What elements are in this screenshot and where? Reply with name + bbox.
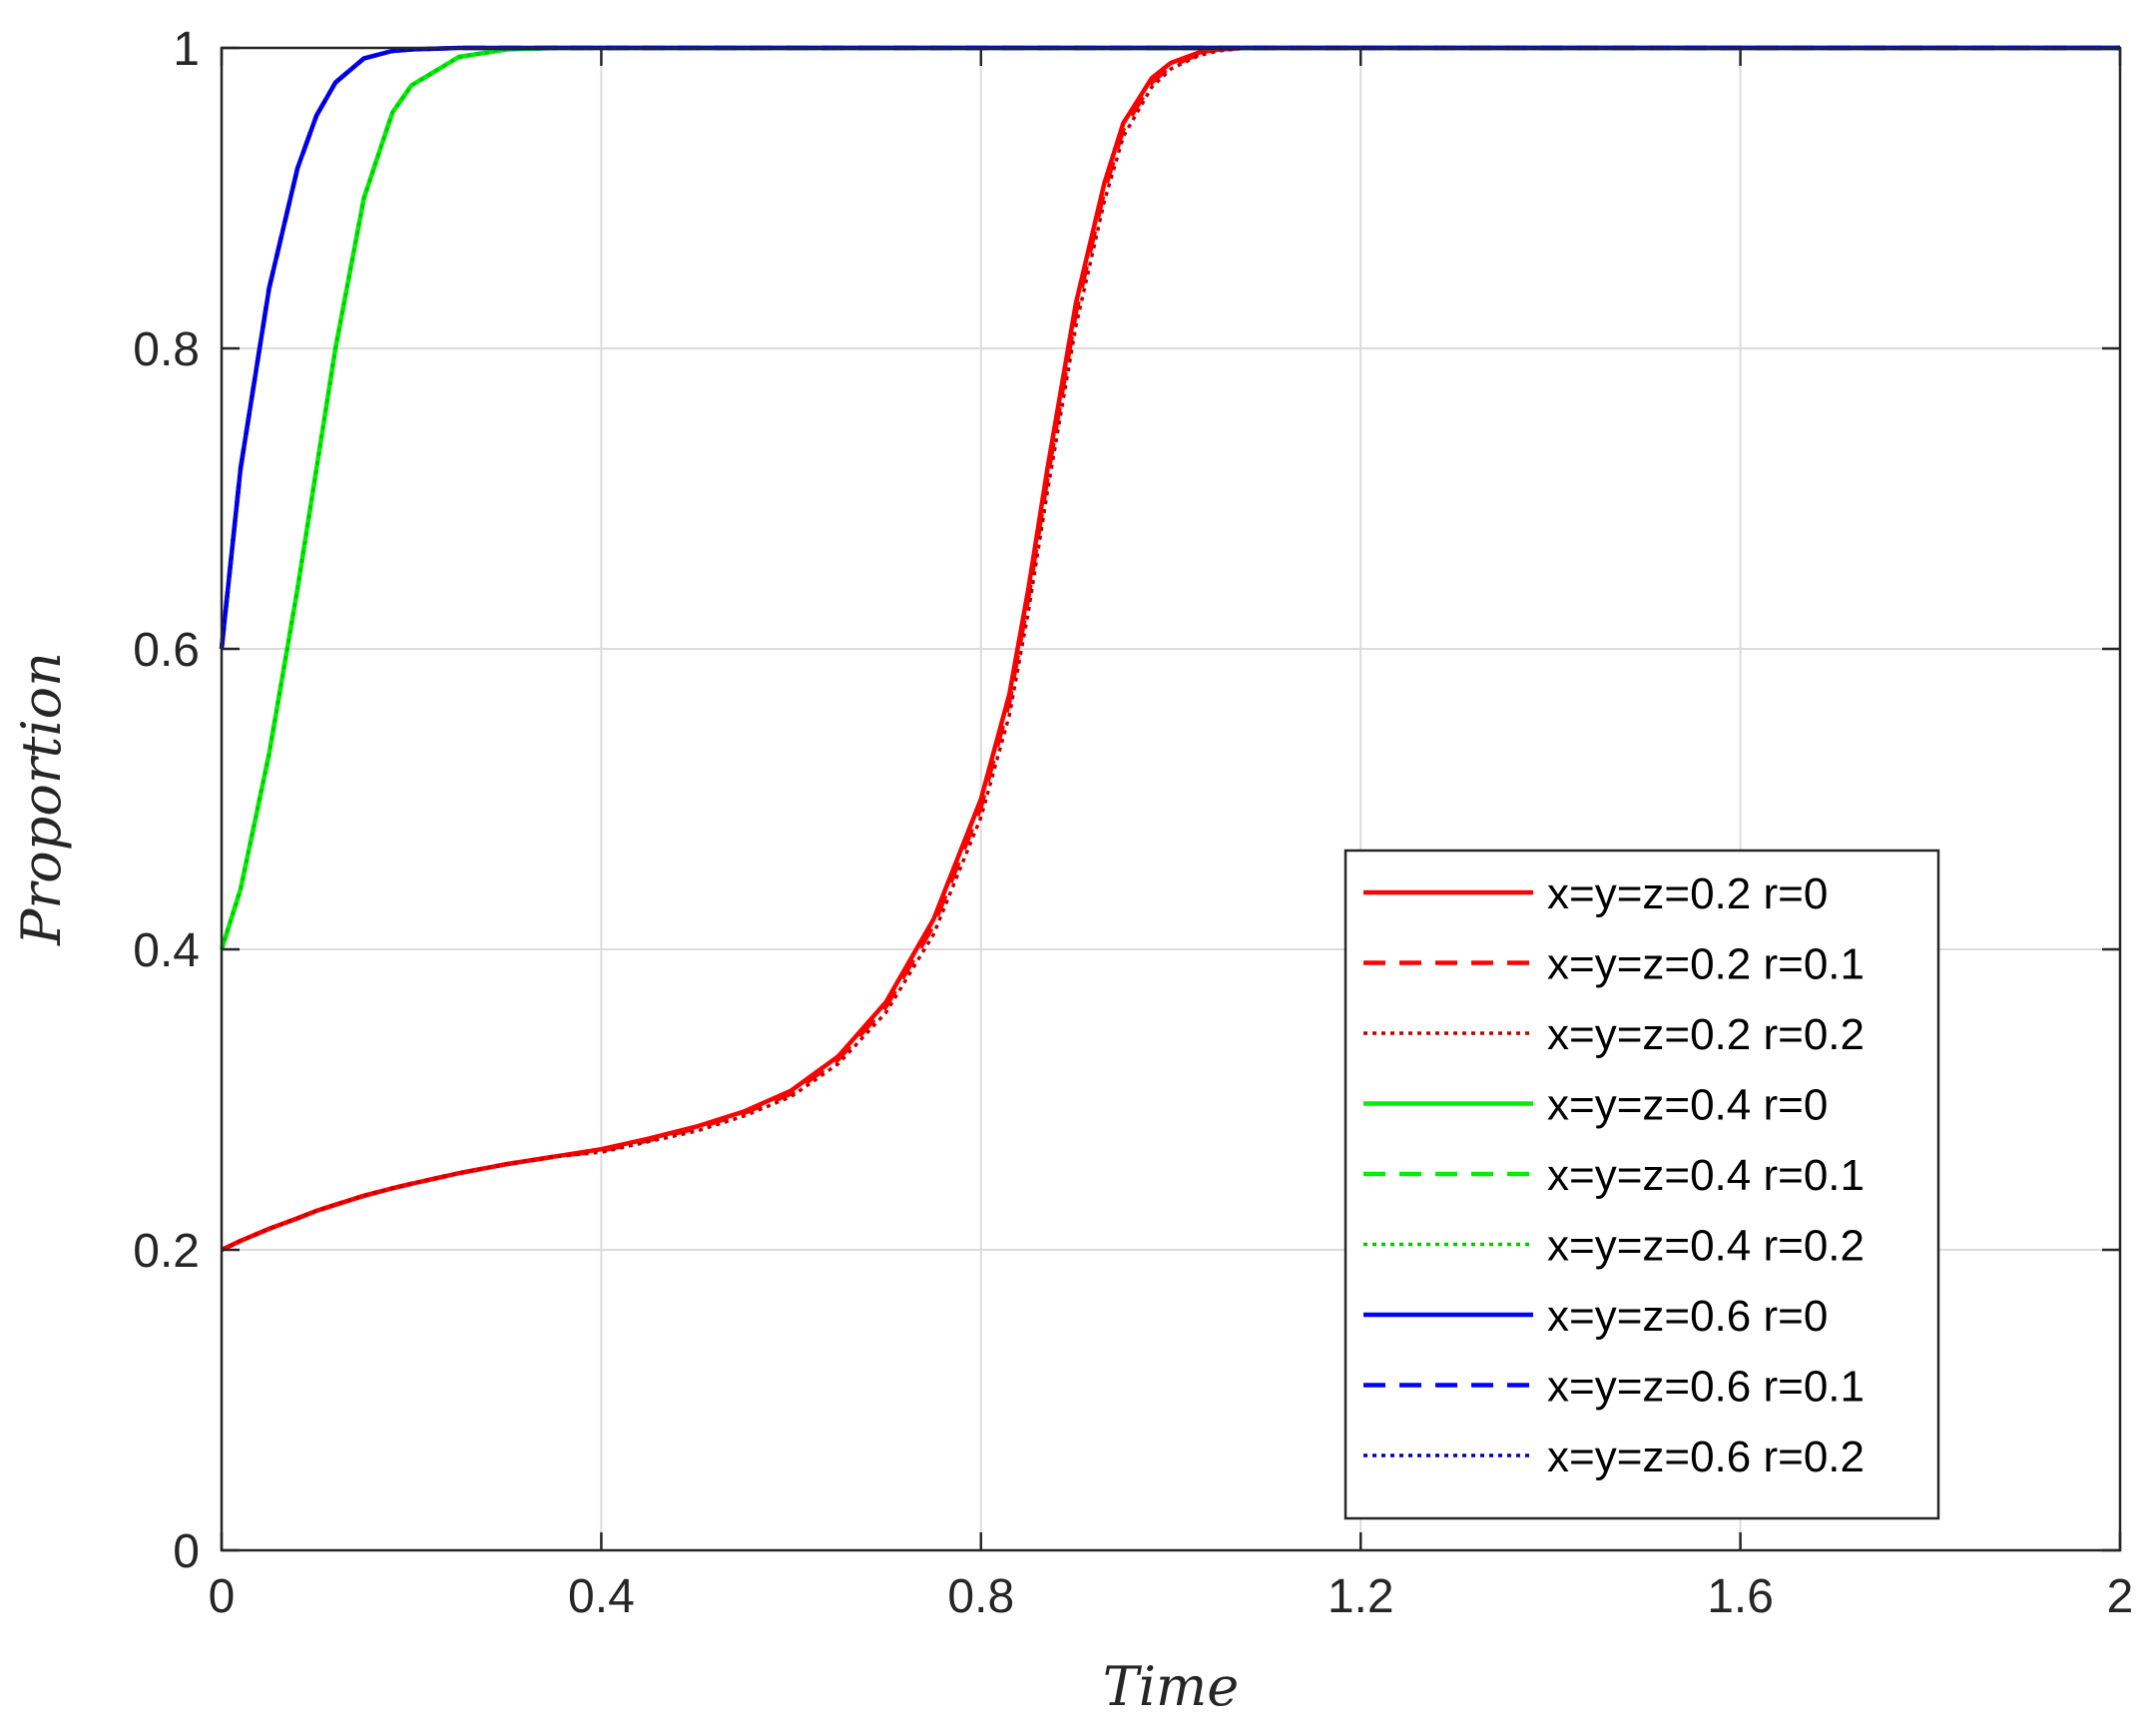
axes-box (220, 46, 2122, 1552)
legend-label-3: x=y=z=0.2 r=0.2 (1547, 1010, 1865, 1059)
x-tick-label: 1.2 (1328, 1570, 1394, 1623)
y-tick-label: 0.2 (133, 1225, 200, 1278)
x-tick-label: 0 (209, 1570, 236, 1623)
x-axis-label: Time (1103, 1655, 1239, 1718)
x-tick-label: 2 (2107, 1570, 2134, 1623)
y-tick-label: 0.8 (133, 323, 200, 376)
x-tick-label: 0.8 (947, 1570, 1014, 1623)
x-tick-label: 0.4 (568, 1570, 635, 1623)
legend: x=y=z=0.2 r=0 x=y=z=0.2 r=0.1 x=y=z=0.2 r=… (1344, 849, 1940, 1520)
legend-label-2: x=y=z=0.2 r=0.1 (1547, 940, 1865, 989)
x-tick-label: 1.6 (1707, 1570, 1774, 1623)
y-tick-label: 0.4 (133, 924, 200, 977)
legend-label-5: x=y=z=0.4 r=0.1 (1547, 1151, 1865, 1200)
legend-label-4: x=y=z=0.4 r=0 (1547, 1081, 1828, 1130)
legend-label-6: x=y=z=0.4 r=0.2 (1547, 1222, 1865, 1271)
y-tick-label: 0.6 (133, 624, 200, 677)
series-line-9 (220, 46, 2120, 650)
y-axis-label: Proportion (10, 652, 73, 946)
legend-label-9: x=y=z=0.6 r=0.2 (1547, 1433, 1865, 1481)
y-tick-label: 1 (173, 23, 200, 76)
axes: 0 0.4 0.8 1.2 1.6 2 0 0.2 0.4 0.6 0.8 1 (133, 23, 2133, 1623)
legend-label-7: x=y=z=0.6 r=0 (1547, 1292, 1828, 1341)
y-tick-label: 0 (173, 1525, 200, 1578)
legend-label-1: x=y=z=0.2 r=0 (1547, 869, 1828, 918)
legend-label-8: x=y=z=0.6 r=0.1 (1547, 1363, 1865, 1412)
